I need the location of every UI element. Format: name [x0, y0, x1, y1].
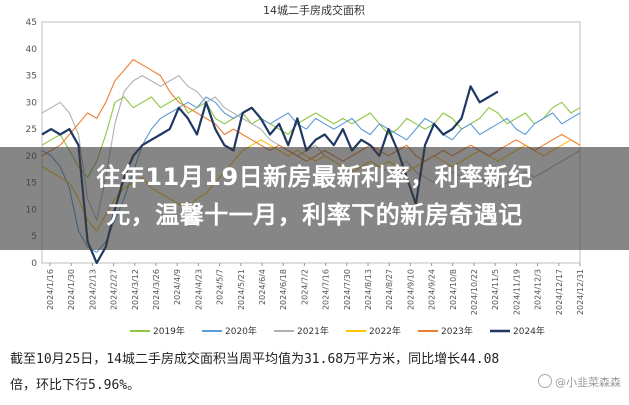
x-tick-label-23: 2024/12/3 — [534, 269, 543, 310]
x-tick-label-7: 2024/4/23 — [194, 269, 203, 310]
x-tick-label-13: 2024/7/16 — [322, 269, 331, 310]
legend-label-1: 2020年 — [225, 325, 257, 337]
y-tick-label-8: 40 — [26, 45, 38, 55]
y-tick-label-6: 30 — [26, 98, 38, 108]
x-tick-label-20: 2024/10/22 — [470, 269, 479, 315]
legend-label-3: 2022年 — [369, 325, 401, 337]
y-tick-label-9: 45 — [26, 18, 37, 28]
legend-label-5: 2024年 — [513, 325, 545, 337]
y-tick-label-0: 0 — [31, 259, 37, 269]
x-tick-label-4: 2024/3/12 — [131, 269, 140, 310]
x-tick-label-9: 2024/5/21 — [237, 269, 246, 310]
x-tick-label-18: 2024/9/24 — [428, 269, 437, 310]
x-tick-label-1: 2024/1/30 — [67, 269, 76, 310]
x-tick-label-12: 2024/7/2 — [300, 269, 309, 305]
x-tick-label-3: 2024/2/27 — [110, 269, 119, 310]
x-tick-label-22: 2024/11/19 — [512, 269, 521, 315]
watermark-text: @小韭菜森森 — [555, 376, 621, 389]
x-tick-label-10: 2024/6/4 — [258, 269, 267, 305]
legend-label-4: 2023年 — [441, 325, 473, 337]
series-line-2019年 — [41, 96, 581, 178]
x-tick-label-0: 2024/1/16 — [46, 269, 55, 310]
x-tick-label-6: 2024/4/9 — [173, 269, 182, 305]
headline: 往年11月19日新房最新利率，利率新纪 元，温馨十一月，利率下的新房奇遇记 — [0, 158, 629, 234]
headline-line-2: 元，温馨十一月，利率下的新房奇遇记 — [106, 201, 523, 229]
caption-line-1: 截至10月25日，14城二手房成交面积当周平均值为31.68万平方米，同比增长4… — [10, 352, 500, 367]
x-tick-label-21: 2024/11/5 — [491, 269, 500, 310]
headline-line-1: 往年11月19日新房最新利率，利率新纪 — [96, 163, 533, 191]
watermark: @小韭菜森森 — [538, 374, 621, 390]
x-tick-label-25: 2024/12/31 — [576, 269, 585, 315]
x-tick-label-8: 2024/5/7 — [216, 269, 225, 305]
x-tick-label-19: 2024/10/8 — [449, 269, 458, 310]
plot-frame — [41, 21, 581, 264]
legend-label-0: 2019年 — [153, 325, 185, 337]
y-tick-label-7: 35 — [26, 72, 37, 82]
x-tick-label-16: 2024/8/27 — [385, 269, 394, 310]
y-tick-label-5: 25 — [26, 125, 37, 135]
x-tick-label-15: 2024/8/13 — [364, 269, 373, 310]
caption-line-2: 倍，环比下行5.96%。 — [10, 378, 141, 393]
x-tick-label-17: 2024/9/10 — [406, 269, 415, 310]
x-tick-label-24: 2024/12/17 — [555, 269, 564, 315]
headline-overlay — [0, 147, 629, 250]
x-tick-label-14: 2024/7/30 — [343, 269, 352, 310]
legend-label-2: 2021年 — [297, 325, 329, 337]
chart-title: 14城二手房成交面积 — [263, 3, 365, 17]
caption: 截至10月25日，14城二手房成交面积当周平均值为31.68万平方米，同比增长4… — [10, 347, 622, 399]
watermark-icon — [538, 374, 552, 388]
x-tick-label-5: 2024/3/26 — [152, 269, 161, 310]
x-tick-label-11: 2024/6/18 — [279, 269, 288, 310]
x-tick-label-2: 2024/2/13 — [88, 269, 97, 310]
